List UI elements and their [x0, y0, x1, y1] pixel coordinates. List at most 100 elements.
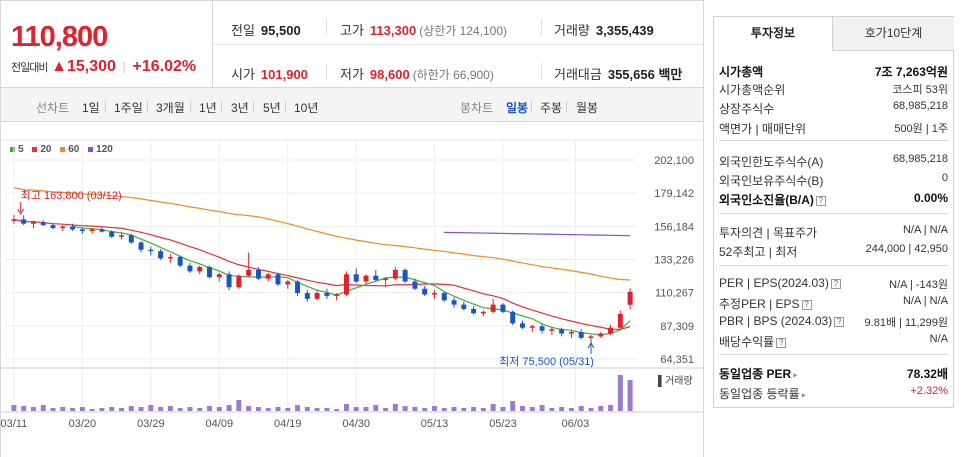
y-tick-label: 179,142	[654, 188, 694, 200]
volume-bar	[598, 406, 604, 411]
chevron-right-icon[interactable]: ▸	[791, 370, 798, 380]
candle-body	[11, 219, 17, 221]
candle-body	[617, 314, 623, 328]
period-10y[interactable]: 10년	[294, 101, 319, 115]
volume-bar	[324, 408, 330, 411]
trade-amount: 거래대금 355,656 백만	[554, 64, 682, 83]
chevron-right-icon[interactable]: ▸	[799, 390, 806, 400]
ma120-line	[444, 231, 631, 237]
volume-bar	[207, 406, 213, 411]
divider	[541, 63, 542, 79]
divider	[566, 101, 567, 112]
info-row-value: 244,000 | 42,950	[865, 243, 948, 255]
candle-daily[interactable]: 일봉	[506, 101, 529, 115]
volume-bar	[265, 408, 271, 411]
candle-body	[578, 332, 584, 338]
low-value: 98,600	[369, 67, 410, 82]
ma5-line	[72, 225, 631, 336]
info-row: 상장주식수 68,985,218	[719, 100, 948, 117]
info-row: 배당수익률? N/A	[719, 333, 948, 350]
divider	[190, 101, 191, 112]
info-row-value: N/A | -143원	[889, 279, 948, 291]
info-row: 추정PER | EPS? N/A | N/A	[719, 295, 948, 312]
lower-limit: (하한가 66,900)	[412, 68, 494, 82]
period-3y[interactable]: 3년	[231, 101, 249, 115]
volume-bar	[480, 408, 486, 411]
info-row-value: N/A | N/A	[902, 295, 948, 307]
candle-body	[392, 269, 398, 279]
volume-bar	[255, 407, 261, 411]
panel-divider	[719, 354, 948, 355]
candle-body	[226, 274, 232, 288]
price-block: 110,800 전일대비 ▲15,300 | +16.02%	[0, 0, 212, 88]
period-1y[interactable]: 1년	[199, 101, 217, 115]
volume-bar	[510, 401, 516, 411]
change-arrow: ▲	[51, 58, 67, 75]
volume-bar	[608, 405, 614, 411]
candle-body	[79, 229, 85, 231]
volume-bar	[343, 404, 349, 411]
candle-body	[118, 235, 124, 237]
line-chart-label: 선차트	[36, 101, 70, 115]
volume-bar	[236, 400, 242, 411]
candle-body	[167, 256, 173, 259]
volume-bar	[559, 407, 565, 411]
period-1d[interactable]: 1일	[82, 101, 100, 115]
candle-body	[363, 275, 369, 282]
divider	[105, 101, 106, 112]
y-tick-label: 110,267	[655, 288, 694, 300]
volume-bar	[187, 407, 193, 411]
help-icon[interactable]: ?	[830, 278, 841, 289]
volume-bar	[314, 408, 320, 411]
candle-body	[324, 293, 330, 296]
info-row-label: 상장주식수	[719, 102, 775, 116]
info-row-label: 배당수익률	[719, 335, 775, 349]
info-row-value: 78.32배	[906, 367, 948, 381]
candle-body	[500, 304, 506, 312]
tab-invest-info[interactable]: 투자정보	[714, 17, 833, 51]
candle-body	[187, 265, 193, 272]
price-change-row: 전일대비 ▲15,300 | +16.02%	[11, 58, 196, 76]
y-tick-label: 87,309	[660, 321, 694, 333]
candle-body	[70, 226, 76, 230]
divider	[147, 101, 148, 112]
prev-close: 전일 95,500	[231, 20, 301, 39]
candle-body	[275, 274, 281, 285]
info-row: 동일업종 PER ▸ 78.32배	[719, 365, 948, 382]
info-panel: 투자정보 호가10단계 시가총액 7조 7,263억원 시가총액순위 코스피 53위 상…	[713, 16, 954, 408]
help-icon[interactable]: ?	[801, 299, 812, 310]
low-annotation-arrow	[587, 342, 595, 349]
info-row-label: 52주최고 | 최저	[719, 245, 798, 259]
candle-body	[177, 256, 183, 266]
info-row: 외국인소진율(B/A)? 0.00%	[719, 191, 948, 208]
volume-bar	[128, 406, 134, 411]
volume-bar	[89, 409, 95, 411]
amount-value: 355,656	[607, 67, 655, 82]
candle-weekly[interactable]: 주봉	[540, 101, 563, 115]
candle-monthly[interactable]: 월봉	[576, 101, 599, 115]
tab-order-book[interactable]: 호가10단계	[833, 17, 954, 51]
period-3m[interactable]: 3개월	[156, 101, 185, 115]
volume-bar	[11, 405, 17, 411]
candle-body	[40, 222, 46, 226]
volume-bar	[490, 404, 496, 411]
volume-bar	[138, 407, 144, 411]
candle-body	[412, 281, 418, 289]
x-tick-label: 03/20	[69, 418, 97, 430]
candle-body	[490, 304, 496, 312]
candle-body	[30, 222, 36, 224]
divider	[541, 19, 542, 35]
volume-bar	[226, 405, 232, 411]
help-icon[interactable]: ?	[834, 316, 845, 327]
price-chart[interactable]: 5 20 60 120 202,100 179,142 156,184 133,226…	[0, 122, 704, 457]
help-icon[interactable]: ?	[776, 337, 787, 348]
volume-bar	[216, 407, 222, 411]
help-icon[interactable]: ?	[815, 195, 826, 206]
low-price: 저가 98,600 (하한가 66,900)	[340, 64, 494, 83]
divider	[326, 19, 327, 35]
volume-bar	[461, 408, 467, 411]
info-row-value: 500원 | 1주	[894, 123, 948, 135]
period-5y[interactable]: 5년	[263, 101, 281, 115]
period-1w[interactable]: 1주일	[114, 101, 143, 115]
chart-canvas[interactable]: 202,100 179,142 156,184 133,226 110,267 87,30…	[1, 122, 703, 457]
